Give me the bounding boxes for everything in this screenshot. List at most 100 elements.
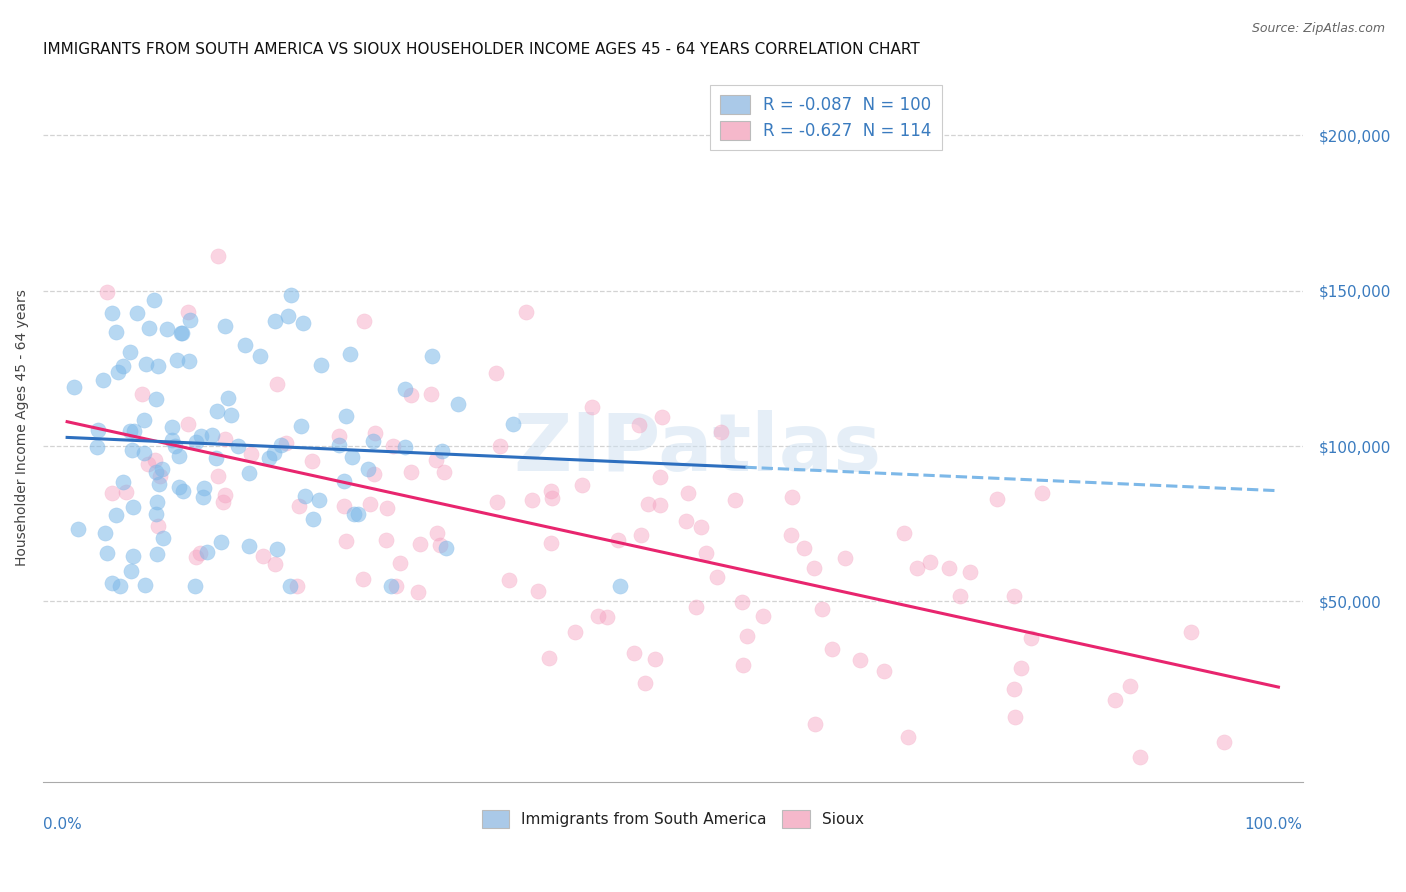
- Point: [485, 494, 508, 508]
- Point: [266, 541, 288, 556]
- Point: [752, 609, 775, 624]
- Point: [623, 646, 645, 660]
- Point: [294, 489, 316, 503]
- Point: [150, 461, 173, 475]
- Point: [849, 653, 872, 667]
- Point: [363, 467, 385, 481]
- Point: [152, 531, 174, 545]
- Point: [675, 514, 697, 528]
- Point: [685, 600, 707, 615]
- Point: [115, 484, 138, 499]
- Point: [264, 314, 287, 328]
- Point: [695, 546, 717, 560]
- Point: [167, 449, 190, 463]
- Point: [651, 409, 673, 424]
- Text: 100.0%: 100.0%: [1244, 817, 1302, 832]
- Point: [810, 602, 832, 616]
- Point: [214, 432, 236, 446]
- Point: [607, 533, 630, 548]
- Point: [309, 358, 332, 372]
- Point: [170, 326, 193, 340]
- Point: [779, 528, 801, 542]
- Point: [238, 539, 260, 553]
- Point: [121, 442, 143, 457]
- Point: [201, 428, 224, 442]
- Point: [538, 650, 561, 665]
- Point: [134, 578, 156, 592]
- Point: [302, 511, 325, 525]
- Point: [167, 480, 190, 494]
- Point: [804, 717, 827, 731]
- Point: [135, 358, 157, 372]
- Point: [96, 546, 118, 560]
- Point: [290, 418, 312, 433]
- Point: [394, 440, 416, 454]
- Text: ZIPatlas: ZIPatlas: [513, 409, 882, 488]
- Point: [581, 401, 603, 415]
- Point: [352, 572, 374, 586]
- Point: [959, 565, 981, 579]
- Point: [172, 484, 194, 499]
- Point: [233, 338, 256, 352]
- Point: [143, 293, 166, 307]
- Point: [425, 452, 447, 467]
- Point: [259, 450, 281, 465]
- Point: [177, 354, 200, 368]
- Point: [489, 439, 512, 453]
- Point: [122, 549, 145, 563]
- Point: [127, 306, 149, 320]
- Point: [426, 525, 449, 540]
- Point: [540, 483, 562, 498]
- Point: [160, 433, 183, 447]
- Point: [328, 438, 350, 452]
- Point: [132, 413, 155, 427]
- Point: [834, 551, 856, 566]
- Point: [710, 425, 733, 440]
- Point: [1180, 624, 1202, 639]
- Point: [146, 359, 169, 373]
- Point: [184, 435, 207, 450]
- Point: [571, 478, 593, 492]
- Point: [1213, 735, 1236, 749]
- Point: [264, 558, 287, 572]
- Point: [485, 366, 508, 380]
- Point: [134, 446, 156, 460]
- Point: [374, 533, 396, 547]
- Point: [803, 560, 825, 574]
- Point: [408, 537, 430, 551]
- Point: [498, 573, 520, 587]
- Text: IMMIGRANTS FROM SOUTH AMERICA VS SIOUX HOUSEHOLDER INCOME AGES 45 - 64 YEARS COR: IMMIGRANTS FROM SOUTH AMERICA VS SIOUX H…: [44, 42, 920, 57]
- Point: [339, 347, 361, 361]
- Point: [190, 429, 212, 443]
- Point: [263, 446, 285, 460]
- Point: [644, 652, 666, 666]
- Point: [214, 319, 236, 334]
- Point: [285, 579, 308, 593]
- Point: [1010, 661, 1032, 675]
- Point: [179, 312, 201, 326]
- Point: [195, 545, 218, 559]
- Point: [938, 560, 960, 574]
- Point: [735, 629, 758, 643]
- Point: [100, 305, 122, 319]
- Point: [399, 387, 422, 401]
- Point: [111, 475, 134, 489]
- Point: [226, 440, 249, 454]
- Point: [690, 520, 713, 534]
- Point: [214, 488, 236, 502]
- Point: [205, 403, 228, 417]
- Point: [121, 564, 143, 578]
- Point: [540, 491, 562, 505]
- Point: [364, 425, 387, 440]
- Point: [148, 476, 170, 491]
- Point: [288, 499, 311, 513]
- Point: [873, 664, 896, 678]
- Point: [308, 493, 330, 508]
- Point: [650, 470, 672, 484]
- Point: [333, 499, 356, 513]
- Point: [596, 610, 619, 624]
- Point: [145, 392, 167, 406]
- Point: [107, 365, 129, 379]
- Point: [148, 519, 170, 533]
- Point: [540, 535, 562, 549]
